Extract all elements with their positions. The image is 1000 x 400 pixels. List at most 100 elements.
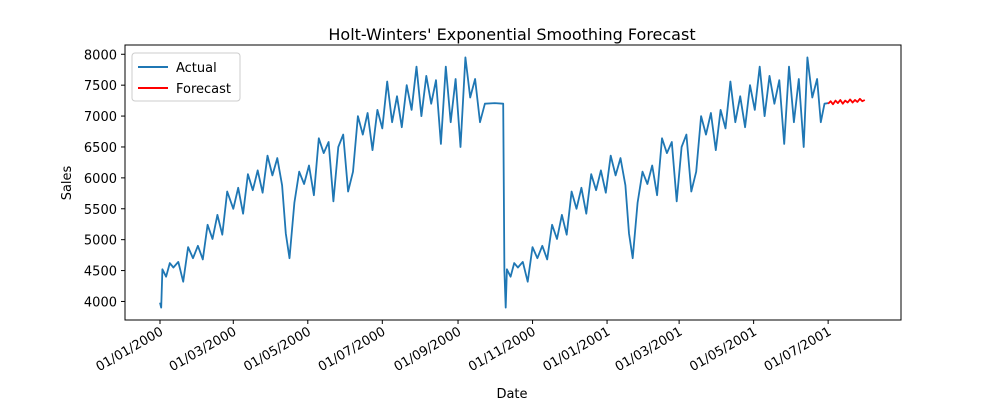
data-point [705,134,707,136]
data-point [247,173,249,175]
data-point [212,238,214,240]
data-point [859,98,861,100]
data-point [715,149,717,151]
x-tick-label: 01/01/2001 [541,324,613,374]
data-point [187,246,189,248]
series-line-forecast [827,97,866,106]
data-point [222,234,224,236]
data-point [313,194,315,196]
data-point [323,152,325,154]
y-tick-label: 6500 [84,141,117,156]
data-point [632,257,634,259]
data-point [430,103,432,105]
data-point [502,103,504,105]
data-point [581,187,583,189]
data-point [571,191,573,193]
data-point [827,103,829,105]
data-point [735,121,737,123]
data-point [754,109,756,111]
data-point [396,96,398,98]
data-point [854,99,856,101]
data-point [294,202,296,204]
x-tick-label: 01/03/2000 [167,324,239,374]
data-point [576,208,578,210]
data-point [656,194,658,196]
data-point [595,189,597,191]
data-point [605,192,607,194]
data-point [421,115,423,117]
data-point [561,214,563,216]
data-point [494,102,496,104]
data-point [165,276,167,278]
data-point [857,101,859,103]
data-point [835,100,837,102]
data-point [233,208,235,210]
data-point [820,121,822,123]
data-point [527,281,529,283]
data-point [783,143,785,145]
data-point [739,96,741,98]
data-point [237,187,239,189]
data-point [160,307,162,309]
legend-label-forecast: Forecast [176,82,231,97]
series-line-actual [159,56,829,309]
data-point [406,84,408,86]
x-axis-label: Date [496,387,527,400]
plot-area [124,44,902,321]
data-point [691,191,693,193]
data-point [686,134,688,136]
y-tick-label: 4000 [84,295,117,310]
legend-label-actual: Actual [176,61,217,76]
data-point [844,100,846,102]
data-point [469,97,471,99]
data-point [681,146,683,148]
data-point [465,57,467,59]
data-point [217,214,219,216]
data-point [272,175,274,177]
y-axis: 4000 4500 5000 5500 6000 6500 7000 7500 8000 [84,48,125,310]
y-tick-label: 6000 [84,172,117,187]
x-tick-label: 01/01/2000 [94,324,166,374]
data-point [207,224,209,226]
data-point [505,307,507,309]
data-point [257,170,259,172]
data-point [169,262,171,264]
data-point [347,191,349,193]
y-tick-label: 5000 [84,234,117,249]
x-tick-label: 01/03/2001 [613,324,685,374]
data-point [484,103,486,105]
data-point [426,75,428,77]
x-tick-label: 01/05/2001 [687,324,759,374]
data-point [474,78,476,80]
data-point [522,261,524,263]
data-point [551,224,553,226]
data-point [450,121,452,123]
data-point [162,269,164,271]
data-point [788,66,790,68]
data-point [556,238,558,240]
data-point [625,185,627,187]
data-point [628,233,630,235]
data-point [401,126,403,128]
y-tick-label: 4500 [84,265,117,280]
data-point [192,257,194,259]
data-point [542,245,544,247]
data-point [362,134,364,136]
y-tick-label: 7500 [84,79,117,94]
data-point [700,115,702,117]
data-point [830,100,832,102]
y-axis-label: Sales [60,165,75,200]
data-point [386,81,388,83]
data-point [460,146,462,148]
data-point [651,165,653,167]
x-axis: 01/01/2000 01/03/2000 01/05/2000 01/07/2000… [94,320,834,375]
data-point [793,121,795,123]
data-point [308,165,310,167]
data-point [864,99,866,101]
data-point [197,245,199,247]
data-point [504,270,506,272]
data-point [532,246,534,248]
data-point [367,112,369,114]
data-point [506,269,508,271]
data-point [281,185,283,187]
